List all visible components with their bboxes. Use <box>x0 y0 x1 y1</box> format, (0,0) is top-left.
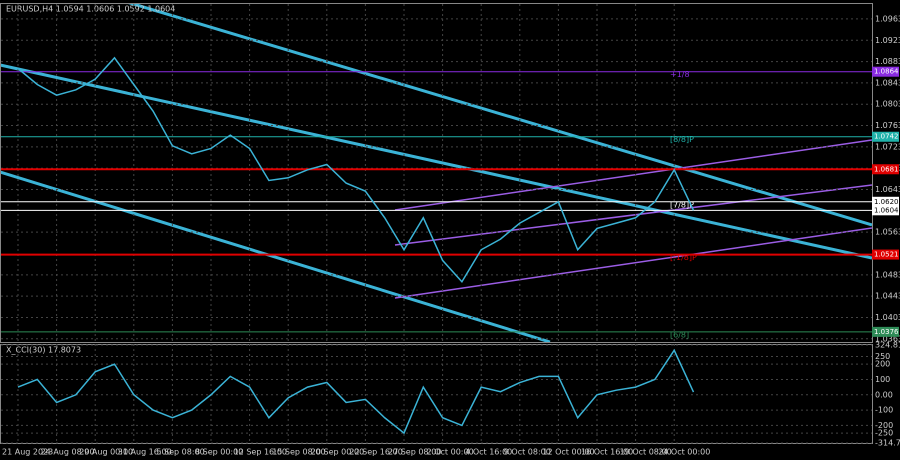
indicator-title: X_CCI(30) 17.8073 <box>6 346 81 355</box>
y-tick-label: 1.0403 <box>875 313 900 322</box>
y-tick-label: 1.0923 <box>875 36 900 45</box>
channel-line <box>394 139 872 211</box>
y-tick-label: 250 <box>875 352 890 361</box>
y-tick-label: 324.8172 <box>875 341 900 350</box>
level-box <box>872 196 899 207</box>
x-tick-label: 20 Sep 00:00 <box>311 448 364 457</box>
y-tick-label: 1.0563 <box>875 228 900 237</box>
x-tick-label: 5 Sep 08:00 <box>156 448 204 457</box>
level-label: 1.0376 <box>874 328 899 336</box>
y-tick-label: -200 <box>875 421 893 430</box>
y-tick-label: 0.00 <box>875 390 893 399</box>
x-tick-label: 24 Aug 08:00 <box>41 448 95 457</box>
x-tick-label: 16 Oct 16:00 <box>581 448 633 457</box>
channel-line <box>1 63 872 260</box>
level-label: 1.0620 <box>874 198 899 206</box>
series-line <box>17 348 695 435</box>
y-tick-label: -250 <box>875 429 893 438</box>
level-box <box>872 249 899 260</box>
level-box <box>872 164 899 175</box>
level-label: 1.0604 <box>874 206 899 214</box>
y-tick-label: 1.0363 <box>875 334 900 343</box>
x-tick-label: 24 Oct 00:00 <box>658 448 710 457</box>
y-tick-label: 1.0643 <box>875 185 900 194</box>
level-label: 1.0521 <box>874 251 899 259</box>
level-box <box>872 66 899 77</box>
level-box <box>872 326 899 337</box>
level-tag: +1/8 <box>670 70 690 79</box>
y-tick-label: 1.0963 <box>875 14 900 23</box>
level-tag: [-1/8]P <box>670 253 697 262</box>
level-box <box>872 131 899 142</box>
x-tick-label: 27 Sep 08:00 <box>388 448 441 457</box>
channel-line <box>128 4 872 227</box>
x-tick-label: 2 Oct 00:00 <box>427 448 474 457</box>
level-box <box>872 205 899 216</box>
x-tick-label: 12 Sep 16:00 <box>234 448 287 457</box>
level-tag: [8/8]P <box>670 135 694 144</box>
x-tick-label: 22 Sep 16:00 <box>349 448 402 457</box>
y-tick-label: 1.0443 <box>875 292 900 301</box>
y-tick-label: 1.0723 <box>875 142 900 151</box>
y-tick-label: 1.0763 <box>875 121 900 130</box>
level-label: 1.0681 <box>874 165 899 173</box>
series-line <box>17 56 695 284</box>
channel-line <box>394 227 872 299</box>
channels <box>1 4 872 342</box>
y-tick-label: 200 <box>875 360 890 369</box>
level-tag: [6/8] <box>670 330 689 339</box>
x-tick-label: 9 Oct 08:00 <box>504 448 551 457</box>
x-tick-label: 29 Aug 00:00 <box>79 448 133 457</box>
y-tick-label: 100 <box>875 375 890 384</box>
x-tick-label: 4 Oct 16:00 <box>465 448 512 457</box>
x-tick-label: 21 Aug 2023 <box>2 448 53 457</box>
level-label: 1.0742 <box>874 133 899 141</box>
x-tick-label: 12 Oct 00:00 <box>542 448 594 457</box>
chart-title: EURUSD,H4 1.0594 1.0606 1.0592 1.0604 <box>6 5 175 14</box>
y-tick-label: 1.0803 <box>875 100 900 109</box>
x-tick-label: 31 Aug 16:00 <box>118 448 172 457</box>
y-tick-label: -100 <box>875 406 893 415</box>
level-tag: [7/8]P <box>670 200 694 209</box>
x-tick-label: 8 Sep 00:00 <box>195 448 243 457</box>
channel-line <box>394 184 872 246</box>
x-tick-label: 19 Oct 08:00 <box>620 448 672 457</box>
y-tick-label: 1.0883 <box>875 57 900 66</box>
channel-line <box>1 170 551 342</box>
y-tick-label: 1.0843 <box>875 78 900 87</box>
level-label: 1.0864 <box>874 68 899 76</box>
y-tick-label: -314.7580 <box>875 439 900 448</box>
x-tick-label: 15 Sep 08:00 <box>272 448 325 457</box>
y-tick-label: 1.0483 <box>875 270 900 279</box>
